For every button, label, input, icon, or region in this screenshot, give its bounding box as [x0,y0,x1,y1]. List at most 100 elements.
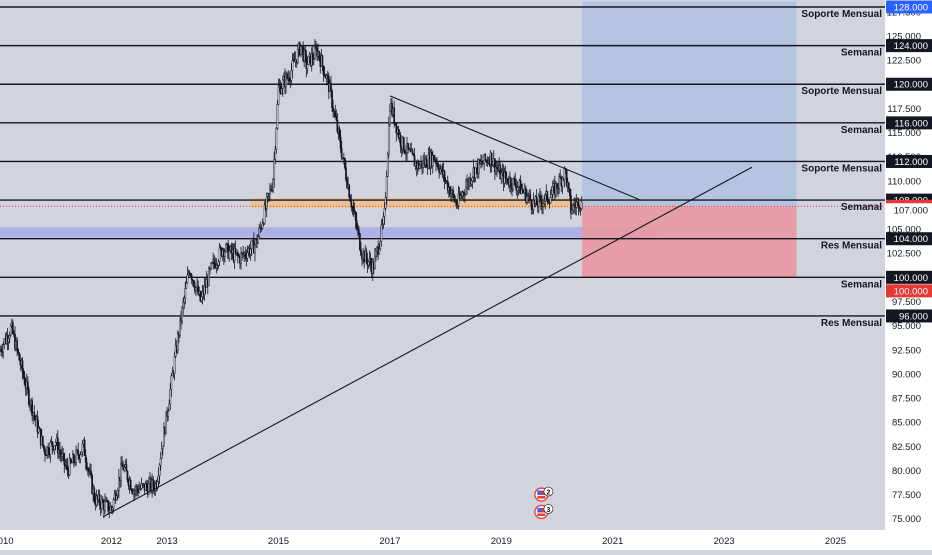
candle [474,167,477,183]
candle [334,104,337,118]
candle [81,440,84,457]
candle [228,245,231,262]
candle [393,100,396,128]
svg-text:112.000: 112.000 [894,157,928,168]
candle [532,192,535,215]
candle [126,470,129,484]
price-tick-label: 90.000 [892,369,921,380]
level-label: Semanal [841,202,882,213]
candle [8,331,11,344]
candle [43,444,45,453]
candle [306,56,309,74]
level-label: Semanal [841,279,882,290]
candle [107,500,110,515]
candle [156,476,159,491]
candle [437,160,439,171]
candle [173,351,176,381]
us-flag-event-marker[interactable]: 2 [534,486,554,502]
candle [51,441,54,455]
candle [551,180,554,201]
descending-trendline[interactable] [389,95,641,201]
time-axis-background[interactable] [0,530,932,550]
candle [404,149,406,155]
price-tag: 100.000 [886,270,932,284]
candle [455,199,458,209]
candle [307,56,310,65]
candle [378,243,381,255]
profit-zone[interactable] [582,1,797,207]
candle [145,479,148,492]
candle [517,185,520,196]
candle [506,178,509,185]
candle [59,441,61,461]
candle [189,272,192,277]
candle [53,445,56,455]
candle [570,189,572,220]
candle [73,453,75,468]
candle [369,252,372,272]
candle [360,241,362,257]
candle [208,266,210,287]
candle [412,152,415,157]
price-tag: 107.000 [886,203,932,217]
candle [389,103,391,127]
time-tick-label: 2015 [268,536,289,547]
loss-zone[interactable] [582,206,797,278]
candle [104,493,106,515]
candle [419,162,421,170]
level-label: Semanal [841,125,882,136]
candle [505,171,508,185]
price-tick-label: 85.000 [892,418,921,429]
candle [140,477,143,491]
orange-zone[interactable] [250,198,697,208]
candle [77,442,80,461]
candle [181,306,183,325]
candle [519,175,522,195]
candle [193,279,195,288]
candle [69,457,72,464]
candle [93,485,96,504]
candle [357,225,360,239]
candle [209,266,211,275]
candle [383,201,386,226]
candle [36,410,39,439]
blue-zone[interactable] [0,227,658,238]
time-axis[interactable]: 2010 2012 2013 2015 2017 2019 2021 2023 2025 [0,530,932,550]
candle [484,152,487,163]
candle [274,145,277,165]
candle [250,240,253,257]
candle [340,140,343,160]
candle [380,219,383,247]
candle [199,290,202,303]
candle [276,99,279,130]
ascending-trendline[interactable] [102,166,753,518]
candle [402,136,405,153]
candle [213,255,216,270]
us-flag-event-marker[interactable]: 3 [534,504,554,520]
candle [225,242,227,254]
candle [90,463,92,479]
event-count: 2 [546,490,550,497]
candle [244,246,247,261]
candle [471,176,474,189]
candle [139,484,142,492]
price-tag: 124.000 [886,39,932,53]
level-label: Soporte Mensual [801,86,882,97]
candle [456,200,459,209]
candle [160,441,163,460]
candle [18,352,21,361]
time-tick-label: 2013 [157,536,178,547]
candle [413,147,416,167]
candle [580,196,583,211]
candle [184,281,187,305]
candle [200,291,203,303]
candle [331,88,333,113]
candle [499,161,502,180]
price-tick-label: 105.000 [887,225,921,236]
candle [101,496,104,504]
candle [63,452,66,474]
candle [365,247,368,265]
candle [355,212,358,232]
